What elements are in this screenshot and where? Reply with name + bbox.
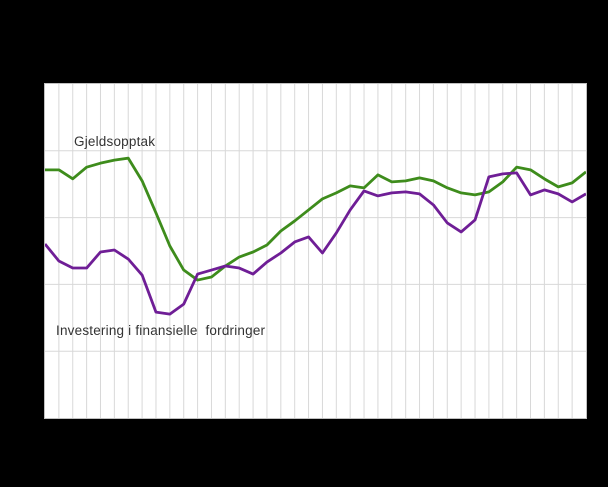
plot-area: Gjeldsopptak Investering i finansielle f… [44, 83, 587, 419]
series-label-gjeldsopptak: Gjeldsopptak [74, 134, 156, 149]
series-label-investering-i-finansielle-fordringer: Investering i finansielle fordringer [56, 323, 266, 338]
series-line-investering-i-finansielle-fordringer [45, 171, 586, 316]
series-line-gjeldsopptak [45, 156, 586, 282]
chart-canvas [45, 84, 586, 418]
